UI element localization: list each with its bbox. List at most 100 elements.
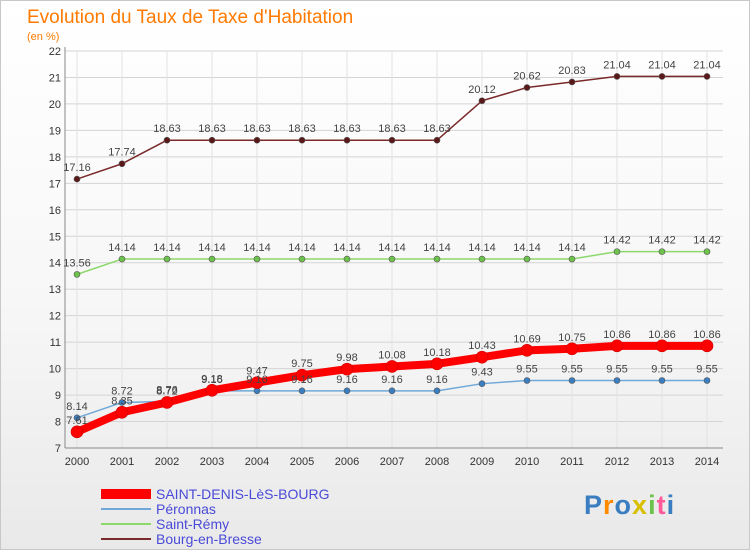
data-point (703, 73, 711, 80)
data-point (73, 175, 81, 183)
data-label: 10.69 (513, 333, 541, 345)
data-label: 8.72 (111, 385, 132, 397)
data-point (700, 339, 714, 353)
data-point (523, 255, 531, 263)
data-point (565, 342, 579, 356)
y-tick-label: 19 (49, 125, 61, 137)
x-tick-label: 2002 (155, 456, 179, 468)
data-label: 18.63 (333, 123, 361, 135)
data-point (205, 384, 219, 397)
data-point (433, 136, 441, 144)
data-point (295, 368, 309, 382)
data-label: 18.63 (423, 123, 451, 135)
x-tick-label: 2003 (200, 456, 224, 468)
x-tick-label: 2001 (110, 456, 134, 468)
data-label: 9.47 (246, 366, 267, 378)
data-point (610, 339, 624, 353)
x-tick-label: 2008 (425, 456, 449, 468)
data-label: 9.55 (561, 364, 582, 376)
legend-swatch (101, 523, 151, 525)
x-tick-label: 2010 (515, 456, 539, 468)
data-point (388, 387, 396, 395)
data-point (298, 136, 306, 144)
data-label: 14.42 (693, 235, 721, 247)
data-point (568, 78, 576, 86)
data-point (208, 136, 216, 144)
x-tick-label: 2000 (65, 456, 89, 468)
data-point (433, 255, 441, 263)
data-point (70, 425, 84, 439)
data-point (163, 136, 171, 144)
data-point (160, 396, 174, 409)
data-label: 14.14 (468, 242, 496, 254)
data-label: 14.14 (378, 242, 406, 254)
data-label: 14.42 (648, 235, 676, 247)
y-tick-label: 9 (55, 390, 61, 402)
legend-label: Bourg-en-Bresse (156, 531, 262, 547)
data-point (475, 350, 489, 364)
data-point (388, 136, 396, 144)
data-label: 17.74 (108, 147, 136, 159)
x-tick-label: 2011 (560, 456, 584, 468)
data-point (163, 255, 171, 263)
data-label: 13.56 (63, 257, 91, 269)
data-point (523, 84, 531, 91)
data-label: 14.14 (558, 242, 586, 254)
data-point (703, 248, 711, 255)
y-tick-label: 18 (49, 152, 61, 164)
data-point (613, 377, 621, 384)
y-tick-label: 8 (55, 417, 61, 429)
data-label: 14.14 (108, 242, 136, 254)
logo-letter: i (666, 490, 676, 520)
data-point (298, 387, 306, 395)
data-label: 10.86 (603, 329, 631, 341)
data-point (658, 377, 666, 384)
proxiti-logo: Proxiti (584, 490, 675, 521)
data-point (613, 73, 621, 80)
data-point (388, 255, 396, 263)
x-tick-label: 2005 (290, 456, 314, 468)
data-point (655, 339, 669, 353)
data-label: 21.04 (648, 59, 676, 71)
data-label: 9.16 (246, 374, 267, 386)
data-label: 18.63 (288, 123, 316, 135)
legend-swatch (101, 508, 151, 510)
data-point (385, 360, 399, 373)
x-tick-label: 2014 (695, 456, 719, 468)
y-tick-label: 7 (55, 443, 61, 455)
legend-label: Péronnas (156, 501, 216, 517)
data-point (115, 405, 129, 419)
data-label: 9.16 (336, 374, 357, 386)
data-label: 14.14 (333, 242, 361, 254)
data-point (478, 255, 486, 263)
data-point (703, 377, 711, 384)
data-label: 10.43 (468, 340, 496, 352)
data-point (298, 255, 306, 263)
x-tick-label: 2006 (335, 456, 359, 468)
data-point (433, 387, 441, 395)
data-label: 9.16 (201, 374, 222, 386)
y-tick-label: 12 (49, 311, 61, 323)
y-tick-label: 11 (50, 337, 61, 349)
x-tick-label: 2012 (605, 456, 629, 468)
data-label: 9.98 (336, 352, 357, 364)
data-label: 10.18 (423, 347, 451, 359)
data-label: 18.63 (153, 123, 181, 135)
data-point (250, 376, 264, 389)
data-label: 10.75 (558, 332, 586, 344)
logo-letter: i (648, 490, 657, 520)
logo-letter: o (614, 490, 633, 520)
data-label: 9.55 (696, 364, 717, 376)
data-label: 14.14 (513, 242, 541, 254)
y-tick-label: 10 (49, 364, 61, 376)
data-label: 18.63 (198, 123, 226, 135)
data-label: 21.04 (693, 59, 721, 71)
y-tick-label: 13 (49, 284, 61, 296)
logo-letter: x (632, 490, 649, 520)
data-label: 9.16 (291, 374, 312, 386)
logo-letter: r (603, 490, 615, 520)
data-label: 8.76 (156, 384, 177, 396)
legend-label: Saint-Rémy (156, 516, 230, 532)
chart-title: Evolution du Taux de Taxe d'Habitation (27, 7, 354, 28)
